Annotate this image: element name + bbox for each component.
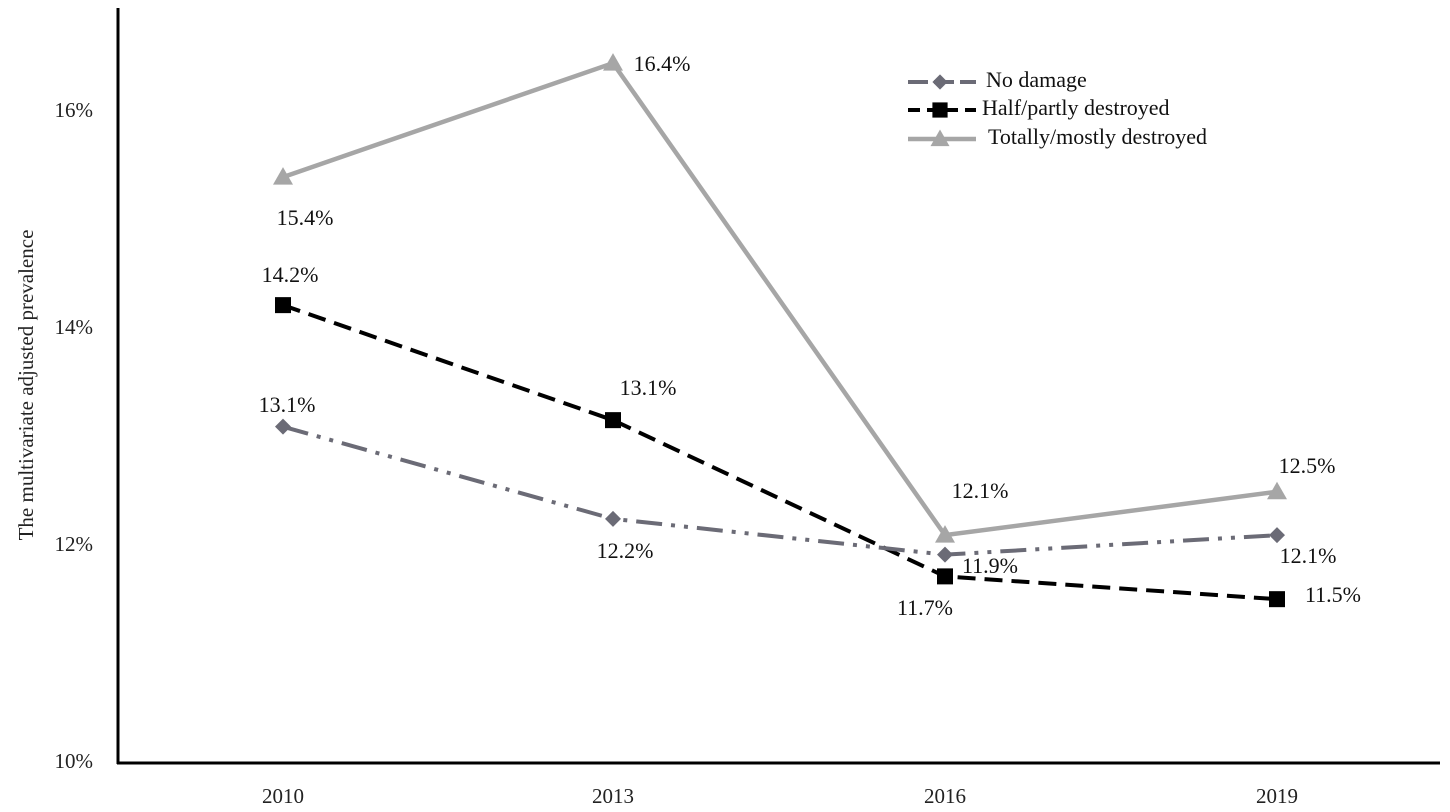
data-point	[275, 418, 291, 435]
data-label: 16.4%	[634, 51, 691, 76]
data-labels: 13.1% 12.2% 11.9% 12.1% 14.2% 13.1% 11.7% 11.5%…	[259, 51, 1361, 620]
series-1	[275, 418, 1285, 563]
y-tick-label: 16%	[55, 98, 94, 122]
legend: No damage Half/partly destroyed Totally/mo…	[908, 67, 1207, 149]
data-point	[1267, 481, 1287, 500]
series-2	[275, 297, 1285, 608]
data-point	[273, 167, 293, 185]
y-axis-title: The multivariate adjusted prevalence	[14, 230, 38, 541]
legend-label: No damage	[986, 67, 1087, 92]
data-point	[603, 53, 623, 71]
legend-item: Half/partly destroyed	[908, 95, 1170, 120]
x-axis-tick-labels: 2010 2013 2016 2019	[262, 784, 1298, 808]
x-tick-label: 2010	[262, 784, 304, 808]
x-tick-label: 2019	[1256, 784, 1298, 808]
legend-marker	[932, 102, 948, 118]
data-point	[1269, 591, 1285, 608]
y-tick-label: 10%	[55, 749, 94, 773]
x-tick-label: 2013	[592, 784, 634, 808]
legend-marker	[932, 74, 948, 90]
series-line	[282, 60, 1278, 538]
series-line	[282, 303, 1278, 602]
series-layer	[273, 53, 1287, 608]
data-label: 12.2%	[597, 538, 654, 563]
data-point	[605, 412, 621, 429]
data-point	[1269, 527, 1285, 544]
legend-marker	[930, 129, 950, 147]
legend-label: Half/partly destroyed	[982, 95, 1170, 120]
y-axis-tick-labels: 10% 12% 14% 16%	[55, 98, 94, 773]
legend-label: Totally/mostly destroyed	[988, 124, 1207, 149]
data-point	[605, 510, 621, 527]
data-label: 12.5%	[1279, 453, 1336, 478]
data-point	[935, 525, 955, 543]
data-label: 14.2%	[262, 262, 319, 287]
y-tick-label: 14%	[55, 315, 94, 339]
data-label: 11.5%	[1305, 582, 1361, 607]
data-label: 13.1%	[259, 392, 316, 417]
data-point	[937, 546, 953, 563]
data-label: 13.1%	[620, 375, 677, 400]
data-label: 11.9%	[962, 553, 1018, 578]
data-label: 11.7%	[897, 595, 953, 620]
legend-item: Totally/mostly destroyed	[908, 124, 1207, 149]
data-label: 15.4%	[277, 205, 334, 230]
series-line	[282, 424, 1278, 557]
data-label: 12.1%	[952, 478, 1009, 503]
series-3	[273, 53, 1287, 543]
axes	[116, 8, 1440, 765]
data-point	[937, 568, 953, 585]
data-point	[275, 297, 291, 314]
x-tick-label: 2016	[924, 784, 966, 808]
y-tick-label: 12%	[55, 532, 94, 556]
legend-item: No damage	[908, 67, 1087, 92]
data-label: 12.1%	[1280, 543, 1337, 568]
